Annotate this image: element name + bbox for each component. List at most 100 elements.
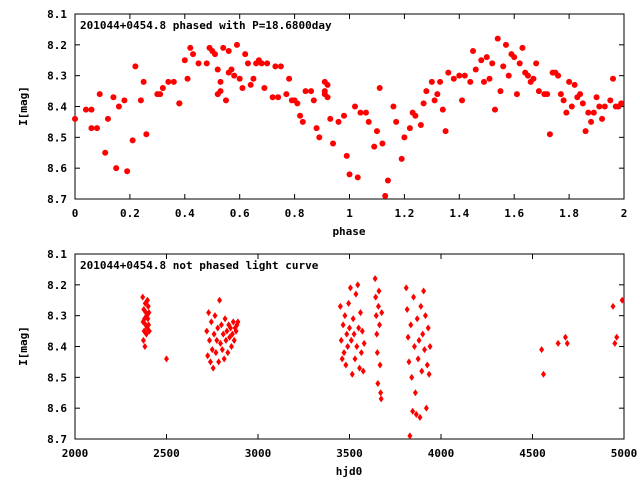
- phased-plot-data-point: [472, 66, 479, 73]
- phased-plot-x-tick-label: 0: [72, 207, 79, 220]
- phased-plot-data-point: [88, 125, 95, 132]
- phased-plot-points: [72, 35, 625, 199]
- phased-plot-data-point: [563, 109, 570, 116]
- phased-plot-data-point: [181, 57, 188, 64]
- unphased-plot-data-point: [423, 404, 429, 412]
- phased-plot-data-point: [341, 112, 348, 119]
- phased-plot-data-point: [502, 41, 509, 48]
- phased-plot-data-point: [390, 103, 397, 110]
- phased-plot-data-point: [324, 94, 331, 101]
- unphased-plot-data-point: [406, 358, 412, 366]
- phased-plot-data-point: [530, 75, 537, 82]
- unphased-plot-data-point: [228, 343, 234, 350]
- unphased-plot-x-tick-label: 2500: [153, 447, 180, 460]
- unphased-plot-data-point: [214, 336, 220, 344]
- phased-plot-data-point: [211, 51, 218, 58]
- phased-plot-data-point: [420, 100, 427, 107]
- phased-plot-data-point: [494, 35, 501, 42]
- unphased-plot-data-point: [231, 336, 237, 344]
- unphased-plot-data-point: [233, 327, 239, 335]
- unphased-plot-data-point: [211, 330, 217, 338]
- unphased-plot-data-point: [411, 343, 417, 350]
- phased-plot-data-point: [239, 85, 246, 91]
- unphased-plot-data-point: [424, 361, 430, 369]
- phased-plot-data-point: [203, 60, 210, 67]
- unphased-plot-y-tick-label: 8.2: [47, 279, 67, 292]
- unphased-plot-data-point: [340, 321, 346, 329]
- phased-plot-data-point: [316, 134, 323, 141]
- unphased-plot-panel: 201044+0454.8 not phased light curve hjd…: [17, 248, 637, 478]
- unphased-plot-x-tick-label: 4500: [519, 447, 546, 460]
- phased-plot-x-tick-label: 0.4: [175, 207, 195, 220]
- phased-plot-x-tick-label: 0.8: [285, 207, 305, 220]
- unphased-plot-title: 201044+0454.8 not phased light curve: [80, 259, 319, 272]
- phased-plot-x-tick-label: 0.6: [230, 207, 250, 220]
- phased-plot-data-point: [382, 192, 389, 199]
- unphased-plot-data-point: [338, 336, 344, 344]
- unphased-plot-data-point: [409, 373, 415, 381]
- unphased-plot-data-point: [426, 370, 432, 378]
- phased-plot-data-point: [384, 177, 391, 184]
- phased-plot-data-point: [310, 97, 317, 104]
- unphased-plot-data-point: [410, 407, 416, 415]
- phased-plot-data-point: [481, 78, 488, 85]
- unphased-plot-data-point: [224, 327, 230, 335]
- unphased-plot-data-point: [347, 284, 353, 292]
- unphased-plot-data-point: [206, 309, 212, 317]
- unphased-plot-data-point: [373, 312, 379, 320]
- phased-plot-data-point: [442, 128, 449, 135]
- phased-plot-data-point: [165, 78, 172, 85]
- phased-plot-data-point: [456, 72, 463, 79]
- unphased-plot-data-point: [215, 324, 221, 332]
- phased-plot-data-point: [519, 44, 526, 51]
- unphased-plot-data-point: [403, 284, 409, 292]
- phased-plot-data-point: [242, 51, 249, 58]
- phased-plot-data-point: [275, 94, 282, 101]
- unphased-plot-data-point: [355, 281, 361, 289]
- phased-plot-data-point: [233, 41, 240, 48]
- phased-plot-y-tick-label: 8.4: [47, 101, 67, 114]
- unphased-plot-data-point: [341, 349, 347, 357]
- phased-plot-data-point: [434, 91, 441, 98]
- phased-plot-data-point: [330, 140, 337, 147]
- phased-plot-data-point: [176, 100, 183, 107]
- unphased-plot-data-point: [348, 336, 354, 344]
- phased-plot-x-tick-label: 1.4: [449, 207, 469, 220]
- phased-plot-data-point: [524, 72, 531, 79]
- unphased-plot-data-point: [204, 327, 210, 335]
- phased-plot-data-point: [159, 85, 166, 91]
- phased-plot-data-point: [184, 75, 191, 82]
- phased-plot-data-point: [365, 118, 372, 125]
- unphased-plot-data-point: [205, 352, 211, 360]
- phased-plot-x-tick-label: 1.6: [504, 207, 524, 220]
- phased-plot-data-point: [93, 125, 100, 132]
- phased-plot-title: 201044+0454.8 phased with P=18.6800day: [80, 19, 332, 32]
- phased-plot-y-tick-label: 8.5: [47, 131, 67, 144]
- phased-plot-data-point: [417, 122, 424, 128]
- unphased-plot-data-point: [421, 287, 427, 295]
- phased-plot-data-point: [302, 88, 309, 95]
- phased-plot-y-tick-label: 8.3: [47, 70, 67, 83]
- unphased-plot-data-point: [225, 349, 231, 357]
- unphased-plot-data-point: [146, 327, 152, 335]
- phased-plot-data-point: [439, 106, 446, 113]
- unphased-plot-data-point: [372, 275, 378, 283]
- phased-plot-data-point: [590, 109, 597, 116]
- unphased-plot-data-point: [353, 290, 359, 298]
- phased-plot-y-tick-label: 8.1: [47, 8, 67, 21]
- phased-plot-data-point: [258, 60, 265, 67]
- phased-plot-x-label: phase: [332, 225, 365, 238]
- unphased-plot-data-point: [555, 339, 561, 347]
- phased-plot-data-point: [236, 75, 243, 82]
- unphased-plot-data-point: [349, 370, 355, 378]
- unphased-plot-data-point: [375, 380, 381, 387]
- unphased-plot-data-point: [217, 296, 223, 304]
- unphased-plot-x-label: hjd0: [336, 465, 363, 478]
- phased-plot-data-point: [225, 48, 232, 54]
- unphased-plot-data-point: [140, 293, 146, 301]
- unphased-plot-data-point: [143, 330, 149, 338]
- phased-plot-data-point: [596, 103, 603, 110]
- phased-plot-data-point: [327, 115, 334, 122]
